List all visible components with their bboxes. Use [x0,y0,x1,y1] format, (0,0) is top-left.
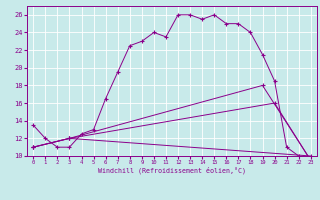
X-axis label: Windchill (Refroidissement éolien,°C): Windchill (Refroidissement éolien,°C) [98,167,246,174]
